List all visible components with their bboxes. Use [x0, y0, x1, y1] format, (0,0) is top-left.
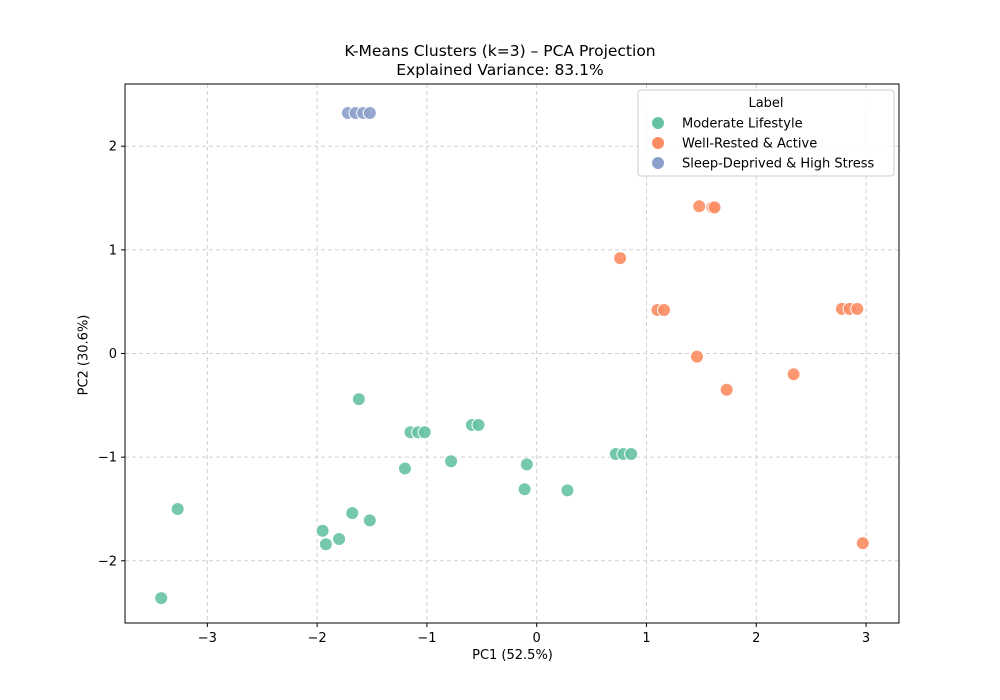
data-point — [692, 199, 707, 214]
x-tick-label: −3 — [198, 631, 217, 646]
data-point — [471, 418, 486, 433]
data-point — [855, 536, 870, 551]
data-point — [719, 382, 734, 397]
legend-entry: Sleep-Deprived & High Stress — [682, 157, 875, 172]
data-point — [707, 200, 722, 215]
x-tick-label: 2 — [752, 631, 760, 646]
data-point — [351, 392, 366, 407]
x-tick-label: −1 — [417, 631, 436, 646]
data-point — [318, 537, 333, 552]
legend-entry: Moderate Lifestyle — [682, 117, 803, 132]
data-point — [332, 532, 347, 547]
legend-marker — [651, 156, 665, 170]
axis-ticks: −3 −2 −1 0 1 2 3 −2 −1 0 1 2 — [98, 140, 870, 646]
legend-frame — [637, 89, 895, 177]
legend-marker — [651, 136, 665, 150]
data-point — [397, 461, 412, 476]
data-point — [657, 302, 672, 317]
legend-entry: Well-Rested & Active — [682, 137, 817, 152]
y-axis-label: PC2 (30.6%) — [76, 314, 92, 396]
data-point — [624, 447, 639, 462]
x-tick-label: 3 — [862, 631, 870, 646]
data-point — [154, 591, 169, 606]
legend-title: Label — [748, 96, 783, 111]
y-tick-label: 1 — [109, 243, 117, 258]
y-tick-label: 2 — [109, 140, 117, 155]
y-tick-label: 0 — [109, 347, 117, 362]
x-axis-label: PC1 (52.5%) — [472, 648, 553, 663]
data-point — [850, 301, 865, 316]
data-point — [362, 106, 377, 121]
data-point — [517, 482, 532, 497]
data-point — [417, 425, 432, 440]
data-point — [315, 523, 330, 538]
data-point — [362, 513, 377, 528]
legend-marker — [651, 116, 665, 130]
x-tick-label: 0 — [533, 631, 541, 646]
data-point — [689, 349, 704, 364]
data-point — [345, 506, 360, 521]
y-tick-label: −2 — [98, 554, 117, 569]
y-tick-label: −1 — [98, 451, 117, 466]
data-points — [154, 106, 870, 606]
data-point — [444, 454, 459, 469]
data-point — [519, 457, 534, 472]
data-point — [170, 501, 185, 516]
data-point — [560, 483, 575, 498]
x-tick-label: 1 — [642, 631, 650, 646]
legend: Label Moderate Lifestyle Well-Rested & Ac… — [637, 89, 895, 177]
x-tick-label: −2 — [308, 631, 327, 646]
chart-subtitle: Explained Variance: 83.1% — [396, 61, 604, 79]
data-point — [786, 367, 801, 382]
data-point — [613, 251, 628, 266]
chart-title: K-Means Clusters (k=3) – PCA Projection — [344, 42, 656, 60]
